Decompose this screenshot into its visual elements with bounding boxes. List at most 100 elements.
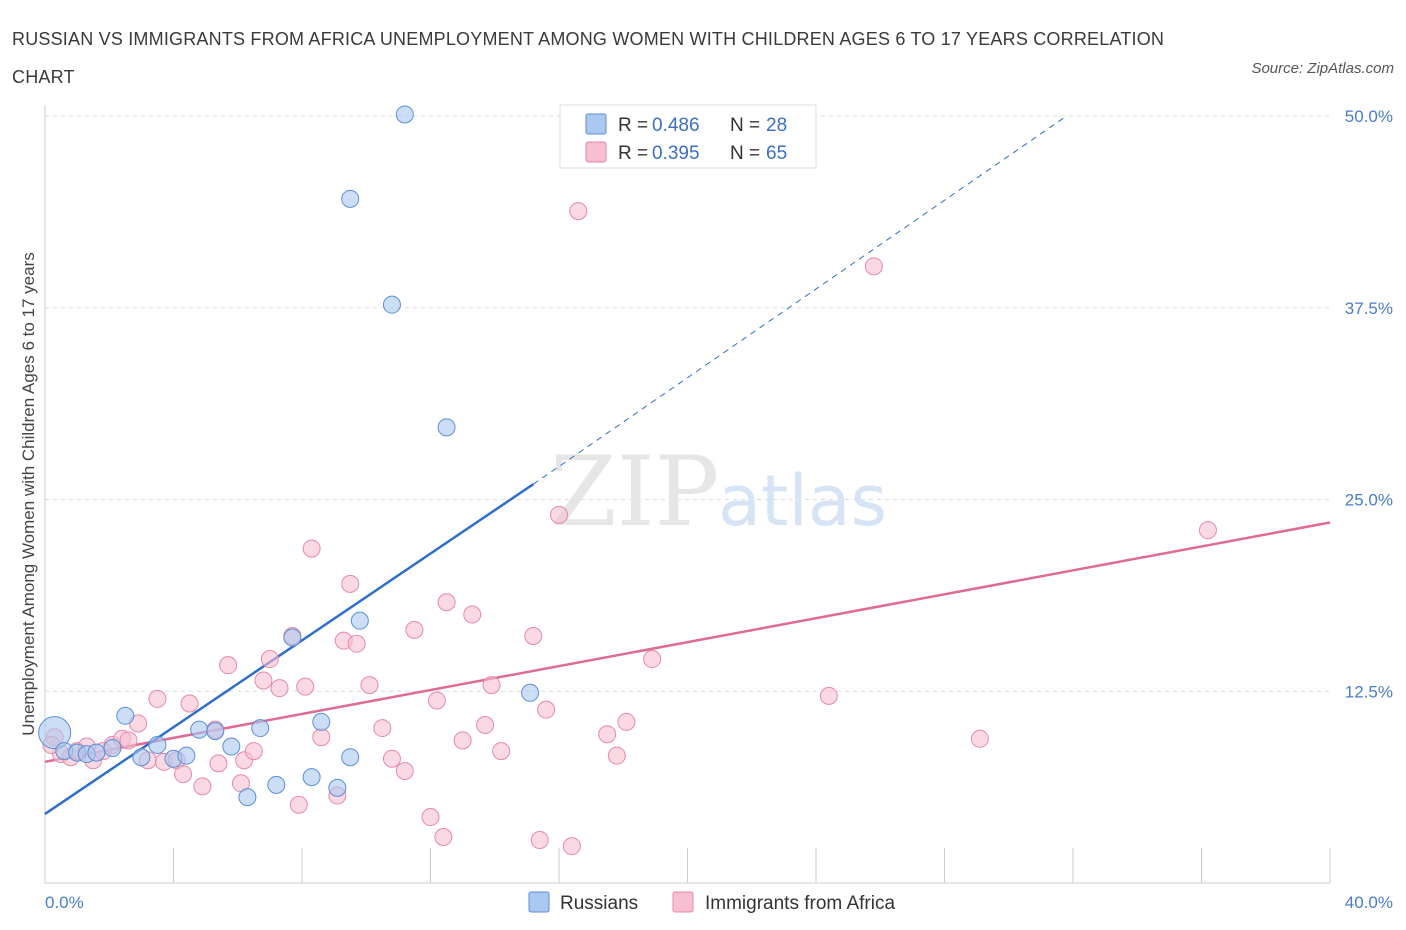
africa-point	[302, 539, 321, 558]
africa-point	[598, 725, 617, 744]
africa-point	[382, 749, 401, 768]
africa-point	[607, 746, 626, 765]
y-tick-label: 37.5%	[1345, 299, 1393, 318]
russians-point	[87, 743, 106, 762]
legend-r-label: R =	[618, 143, 648, 164]
africa-point	[819, 686, 838, 705]
russians-point	[116, 706, 135, 725]
africa-point	[437, 593, 456, 612]
legend-n-value: 28	[766, 115, 787, 136]
russians-point	[38, 716, 72, 750]
africa-point	[260, 650, 279, 669]
africa-point	[347, 634, 366, 653]
y-tick-label: 50.0%	[1345, 107, 1393, 126]
russians-point	[302, 768, 321, 787]
africa-point	[148, 689, 167, 708]
legend-r-value: 0.486	[652, 115, 700, 136]
africa-point	[341, 574, 360, 593]
africa-point	[524, 627, 543, 646]
legend-swatch-africa	[585, 141, 607, 163]
russians-point	[177, 746, 196, 765]
legend-n-label: N =	[730, 115, 760, 136]
russians-point	[312, 712, 331, 731]
russians-point	[328, 778, 347, 797]
trend-line-russians	[44, 483, 534, 816]
stats-legend: R = 0.486 N = 28 R = 0.395 N = 65	[559, 104, 817, 169]
y-tick-label: 12.5%	[1345, 682, 1393, 701]
africa-point	[289, 795, 308, 814]
africa-point	[395, 762, 414, 781]
russians-point	[251, 719, 270, 738]
africa-point	[643, 650, 662, 669]
russians-point	[521, 683, 540, 702]
africa-point	[421, 808, 440, 827]
series-legend-label-africa: Immigrants from Africa	[705, 893, 895, 914]
source-credit: Source: ZipAtlas.com	[1251, 60, 1394, 77]
watermark-zip: ZIP	[550, 436, 719, 548]
trend-line-russians-extension	[533, 115, 1067, 485]
russians-point	[103, 739, 122, 758]
africa-point	[1198, 521, 1217, 540]
russians-point	[283, 628, 302, 647]
africa-point	[373, 719, 392, 738]
x-tick-label-min: 0.0%	[45, 893, 84, 912]
russians-point	[341, 189, 360, 208]
africa-point	[434, 827, 453, 846]
africa-point	[463, 605, 482, 624]
x-tick-label-max: 40.0%	[1345, 893, 1393, 912]
africa-point	[209, 754, 228, 773]
trend-line-africa	[44, 521, 1331, 764]
africa-point	[427, 691, 446, 710]
africa-point	[174, 765, 193, 784]
legend-swatch-russians	[585, 113, 607, 135]
series-legend-swatch-russians	[528, 891, 550, 913]
africa-point	[296, 677, 315, 696]
series-legend-swatch-africa	[672, 891, 694, 913]
africa-point	[193, 777, 212, 796]
series-legend-label-russians: Russians	[560, 893, 638, 914]
russians-point	[341, 748, 360, 767]
legend-r-label: R =	[618, 115, 648, 136]
africa-point	[970, 729, 989, 748]
africa-point	[180, 694, 199, 713]
russians-point	[238, 788, 257, 807]
africa-point	[254, 671, 273, 690]
africa-point	[360, 676, 379, 695]
africa-point	[562, 837, 581, 856]
russians-point	[222, 737, 241, 756]
africa-point	[492, 742, 511, 761]
africa-point	[219, 656, 238, 675]
africa-point	[244, 742, 263, 761]
africa-point	[569, 202, 588, 221]
y-axis-label: Unemployment Among Women with Children A…	[19, 252, 38, 736]
africa-point	[312, 728, 331, 747]
russians-point	[350, 611, 369, 630]
legend-n-label: N =	[730, 143, 760, 164]
russians-point	[190, 720, 209, 739]
russians-point	[267, 775, 286, 794]
russians-point	[206, 722, 225, 741]
africa-point	[453, 731, 472, 750]
series-legend: Russians Immigrants from Africa	[528, 891, 895, 914]
africa-point	[617, 712, 636, 731]
watermark-atlas: atlas	[718, 460, 887, 542]
russians-point	[382, 295, 401, 314]
africa-point	[550, 505, 568, 524]
x-tick-marks	[44, 848, 1331, 883]
y-tick-label: 25.0%	[1345, 491, 1393, 510]
russians-points	[38, 105, 540, 807]
russians-point	[437, 418, 456, 437]
chart-title: RUSSIAN VS IMMIGRANTS FROM AFRICA UNEMPL…	[12, 29, 1165, 87]
africa-point	[482, 676, 501, 695]
russians-point	[132, 748, 151, 767]
africa-point	[270, 679, 289, 698]
africa-point	[476, 715, 495, 734]
africa-point	[530, 831, 549, 850]
africa-point	[119, 731, 138, 750]
legend-n-value: 65	[766, 143, 787, 164]
russians-point	[395, 105, 414, 124]
legend-r-value: 0.395	[652, 143, 700, 164]
africa-point	[405, 620, 424, 639]
russians-point	[148, 735, 167, 754]
